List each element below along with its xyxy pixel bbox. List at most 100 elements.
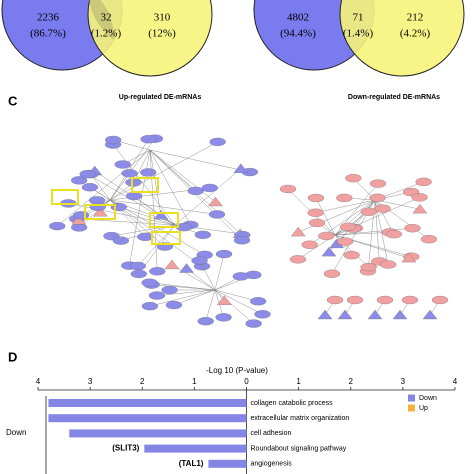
node [232,272,249,281]
node [71,223,88,232]
edge [118,206,176,226]
node [308,218,326,228]
node [141,278,158,287]
category-label: extracellular matrix organization [251,415,350,422]
edge [214,289,263,315]
node [93,207,108,217]
bar [48,399,247,407]
node [385,230,403,239]
legend-swatch [408,394,415,402]
node [376,295,394,305]
edge [149,149,191,226]
node [422,309,438,320]
node [209,137,226,147]
node [233,236,251,245]
gene-annotation: (SLIT3) [112,444,139,453]
x-tick-label: 3 [401,377,406,386]
node [140,168,157,177]
edge [171,264,216,291]
node [191,256,208,265]
bar-chart: -Log 10 (P-value) 4 3 2 1 0 1 2 3 4 Down collagen c… [6,366,458,474]
node [201,183,218,193]
highlight-box [84,204,116,220]
node [89,202,106,211]
category-label: cell adhesion [251,430,292,437]
gene-annotation: (TAL1) [179,459,204,468]
node [392,309,408,320]
node [412,203,428,214]
edge [199,260,216,291]
panel-letter: D [8,349,17,364]
edge [133,195,176,226]
node [345,174,362,183]
legend-label: Down [419,395,437,402]
edge [149,282,216,291]
x-tick-label: 4 [36,377,41,386]
venn-overlap [88,0,115,40]
node [321,246,337,257]
edge [57,149,151,227]
node [326,295,344,305]
edge [109,138,156,201]
node [245,319,262,328]
venn-percent: (4.2%) [400,28,431,40]
edge [298,199,376,233]
venn-label: Down-regulated DE-mRNAs [348,94,440,101]
edge [151,284,216,291]
edge [109,199,218,215]
category-label: angiogenesis [251,461,293,468]
node [194,230,211,240]
edge [334,232,390,236]
edge [149,149,250,173]
venn-count: 4802 [287,12,309,24]
node [411,193,428,202]
node [343,251,360,260]
edge [109,199,203,267]
bar [208,459,247,468]
node [164,259,180,270]
category-label: collagen catabolic process [251,400,334,407]
x-tick-label: 1 [296,377,301,386]
node [165,300,183,310]
node [318,231,335,241]
node [81,183,99,192]
node [307,193,325,203]
node [161,285,178,295]
node [404,224,421,233]
node [254,310,271,319]
edge [374,199,420,210]
legend-label: Up [419,405,428,412]
node [71,214,87,225]
node [339,222,357,231]
node [317,309,333,320]
edge [315,197,336,236]
venn-percent: (86.7%) [30,28,66,40]
node [114,160,131,169]
venn-count: 310 [154,12,171,24]
node [380,260,397,269]
edge [149,149,243,241]
edge [173,289,216,306]
node [217,295,232,305]
node [290,226,306,237]
node [323,269,341,278]
node [233,163,249,173]
node [130,269,147,279]
venn-up: 2236 (86.7%) 32 (1.2%) 310 (12%) Up-regu… [1,0,213,101]
venn-circle [87,0,213,77]
edge [205,289,216,322]
edge [109,141,218,201]
venn-count: 212 [407,12,424,24]
node [149,267,166,276]
node [112,236,129,245]
node [129,261,146,271]
venn-circle [339,0,465,77]
node [187,186,204,196]
node [215,313,232,322]
bar [69,429,247,438]
node [179,263,194,273]
venn-count: 2236 [37,12,60,24]
node [49,221,66,231]
x-tick-label: 0 [244,377,249,386]
node [71,176,88,185]
